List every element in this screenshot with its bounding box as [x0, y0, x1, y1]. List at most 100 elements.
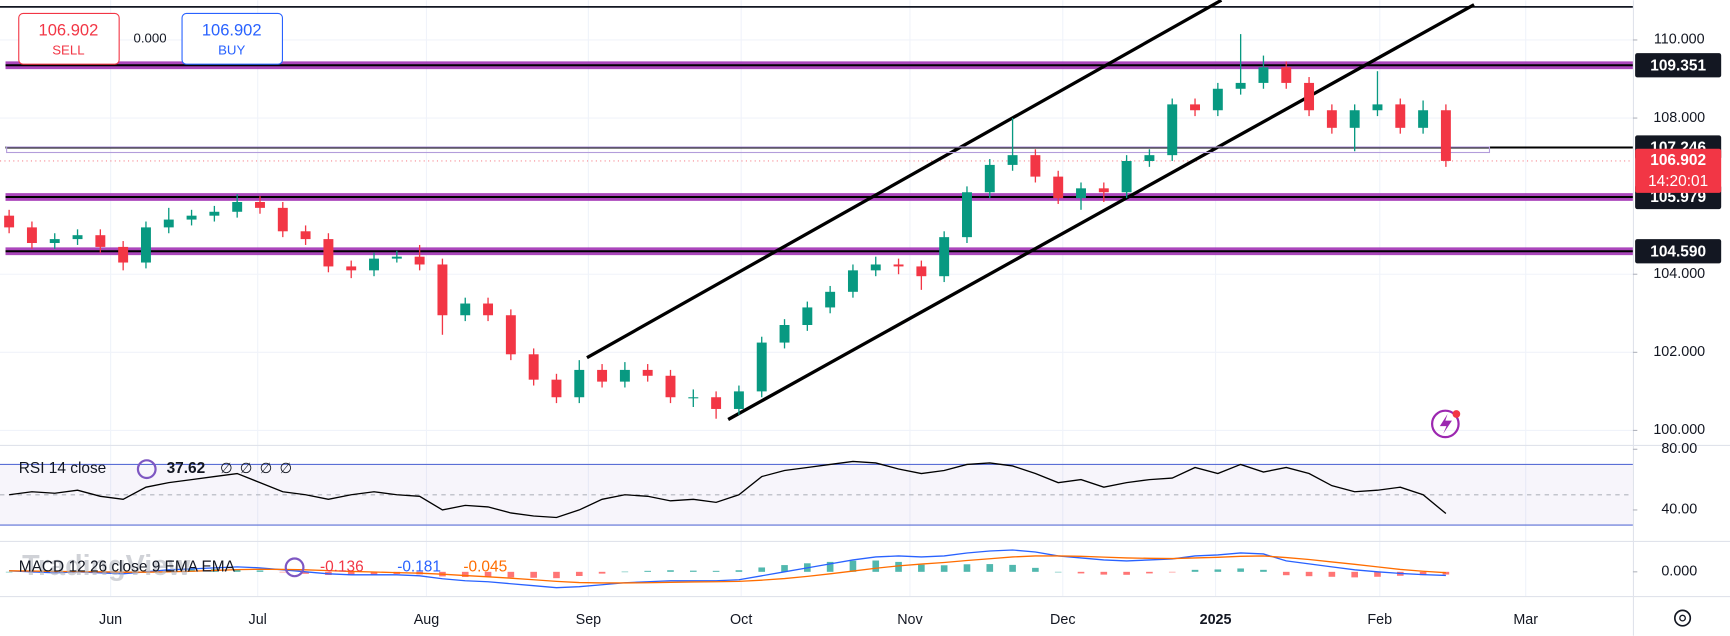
macd-hist-bar	[644, 570, 651, 572]
rsi-icon[interactable]	[136, 459, 157, 480]
level-tag	[1635, 53, 1722, 78]
candle-body	[870, 264, 881, 271]
candle-body	[802, 307, 813, 326]
rsi-title: RSI 14 close	[19, 460, 107, 477]
buy-button[interactable]	[181, 12, 284, 65]
candle-body	[665, 375, 676, 398]
sell-button[interactable]	[18, 12, 120, 65]
buy-price: 106.902	[202, 21, 262, 40]
macd-hist-bar	[302, 571, 309, 574]
macd-icon[interactable]	[284, 557, 305, 578]
x-tick-label: Sep	[576, 612, 602, 628]
candle-body	[1235, 82, 1246, 89]
last-price-label: 106.902	[1650, 152, 1706, 169]
alert-icon[interactable]	[1431, 409, 1460, 439]
y-tick-label: 108.000	[1653, 110, 1705, 126]
macd-hist-bar	[553, 571, 560, 579]
candle-body	[4, 215, 15, 228]
candle-body	[232, 202, 243, 212]
macd-hist-bar	[986, 564, 994, 572]
price-axis-bg	[1634, 0, 1730, 636]
candle-body	[391, 256, 402, 259]
candle-body	[1372, 104, 1383, 111]
macd-hist-bar	[1009, 564, 1016, 572]
candle-body	[1144, 155, 1155, 162]
macd-line	[9, 555, 1446, 584]
candle-body	[414, 256, 425, 265]
candle-body	[1258, 67, 1269, 83]
candle-body	[916, 266, 927, 277]
candle-body	[619, 369, 630, 382]
candle-body	[779, 325, 790, 343]
candle-body	[1281, 67, 1292, 83]
candle-body	[597, 369, 608, 382]
rsi-value: 37.62	[167, 460, 206, 477]
candle-body	[574, 369, 585, 398]
candle-body	[1076, 188, 1086, 199]
candle-body	[1167, 104, 1178, 156]
candle-body	[505, 315, 516, 355]
macd-hist-bar	[712, 570, 720, 572]
candle-body	[756, 342, 767, 392]
level-tag-label: 105.979	[1650, 189, 1706, 206]
candle-body	[437, 264, 448, 316]
macd-hist-bar	[758, 567, 766, 572]
y-tick-label: 102.000	[1653, 344, 1705, 360]
candle-body	[847, 270, 858, 292]
candle-body	[1326, 110, 1337, 128]
settings-icon[interactable]	[1674, 609, 1692, 627]
macd-hist-bar	[370, 571, 378, 575]
candle-body	[300, 231, 311, 240]
candle-body	[369, 258, 379, 271]
candle-body	[984, 164, 995, 193]
candle-body	[209, 211, 220, 216]
macd-hist-bar	[507, 571, 515, 578]
y-tick-label: 100.000	[1653, 422, 1705, 438]
macd-hist-bar	[1237, 568, 1244, 572]
candle-body	[49, 239, 60, 244]
candle-body	[893, 264, 904, 267]
buy-label: BUY	[218, 42, 245, 57]
candle-body	[688, 397, 699, 399]
last-price-tag	[1635, 148, 1722, 193]
x-tick-label: 2025	[1200, 612, 1232, 628]
sell-price: 106.902	[39, 21, 99, 40]
drawings	[0, 0, 1730, 421]
x-tick-label: Dec	[1050, 612, 1075, 628]
macd-hist-bar	[621, 571, 629, 573]
macd-hist-bar	[256, 570, 264, 572]
alert-bolt	[1439, 413, 1452, 434]
macd-hist-bar	[1100, 571, 1108, 575]
macd-hist-bar	[5, 571, 13, 573]
rsi-placeholder: ∅	[280, 461, 292, 477]
candle-body	[1395, 104, 1406, 128]
rsi-placeholder: ∅	[240, 461, 252, 477]
level-tag-label: 104.590	[1650, 243, 1706, 260]
x-tick-label: Oct	[730, 612, 752, 628]
watermark: TradingView	[22, 550, 191, 582]
candle-body	[483, 303, 494, 316]
candle-body	[277, 207, 288, 232]
macd-hist-bar	[1123, 571, 1130, 575]
macd-hist-bar	[1305, 571, 1313, 577]
macd-hist-bar	[918, 564, 925, 572]
macd-hist-bar	[1191, 569, 1199, 572]
candle-body	[1053, 176, 1064, 199]
macd-hist-bar	[1351, 571, 1358, 578]
candle-body	[255, 202, 265, 208]
macd-hist-bar	[940, 565, 948, 572]
macd-hist-bar	[1054, 571, 1062, 573]
macd-hist-bar	[347, 571, 355, 576]
macd-value: -0.181	[397, 558, 441, 575]
candle-body	[26, 227, 37, 244]
macd-hist-bar	[963, 564, 971, 572]
rsi-placeholder: ∅	[260, 461, 272, 477]
candle-body	[825, 291, 836, 308]
sell-label: SELL	[52, 42, 84, 57]
macd-hist-bar	[233, 569, 241, 572]
x-tick-label: Feb	[1367, 612, 1392, 628]
candle-body	[1007, 155, 1018, 165]
